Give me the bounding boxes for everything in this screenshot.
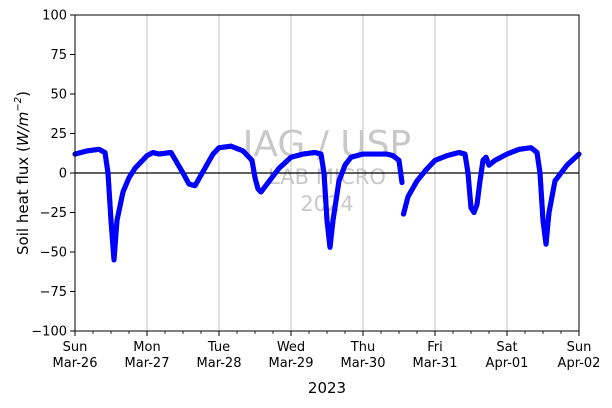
x-tick-label-date: Mar-26: [53, 356, 98, 371]
x-tick-label-date: Mar-29: [269, 356, 314, 371]
x-tick-label-date: Mar-31: [413, 356, 458, 371]
y-axis-label-unit: W/m: [14, 112, 32, 147]
x-tick-label-day: Wed: [277, 340, 305, 355]
x-tick-label-date: Mar-27: [125, 356, 170, 371]
watermark-line-1: IAG / USP: [243, 124, 411, 165]
x-tick-label-date: Mar-28: [197, 356, 242, 371]
y-tick-label: 25: [50, 127, 67, 142]
y-tick-label: 100: [42, 9, 67, 24]
x-tick-label-day: Sun: [63, 340, 88, 355]
y-tick-label: 75: [50, 48, 67, 63]
y-axis-label-part-1: Soil heat flux (: [14, 146, 32, 255]
y-tick-label: −75: [40, 285, 67, 300]
x-tick-label-day: Tue: [207, 340, 230, 355]
x-tick-label-day: Mon: [133, 340, 160, 355]
x-tick-label-day: Fri: [427, 340, 443, 355]
data-series: [72, 143, 582, 263]
watermark: IAG / USP LAB MICRO 2024: [243, 124, 411, 216]
y-axis-label-part-2: ): [14, 91, 32, 97]
y-tick-label: 0: [59, 167, 67, 182]
y-tick-label: −25: [40, 206, 67, 221]
y-tick-label: 50: [50, 88, 67, 103]
y-axis-label-exponent: −2: [13, 97, 24, 112]
data-point: [399, 179, 405, 186]
x-tick-label-day: Thu: [350, 340, 375, 355]
x-axis-label: 2023: [308, 379, 346, 397]
x-tick-label-date: Apr-02: [558, 356, 601, 371]
y-tick-label: −50: [40, 246, 67, 261]
x-tick-label-day: Sat: [496, 340, 517, 355]
y-tick-label: −100: [31, 325, 67, 340]
y-axis-label: Soil heat flux (W/m−2): [13, 91, 32, 255]
x-axis: SunMar-26MonMar-27TueMar-28WedMar-29ThuM…: [53, 331, 601, 371]
x-tick-label-date: Mar-30: [341, 356, 386, 371]
y-axis: −100 −75 −50 −25 0 25 50 75 100: [31, 9, 75, 340]
x-tick-label-day: Sun: [567, 340, 592, 355]
x-tick-label-date: Apr-01: [486, 356, 529, 371]
